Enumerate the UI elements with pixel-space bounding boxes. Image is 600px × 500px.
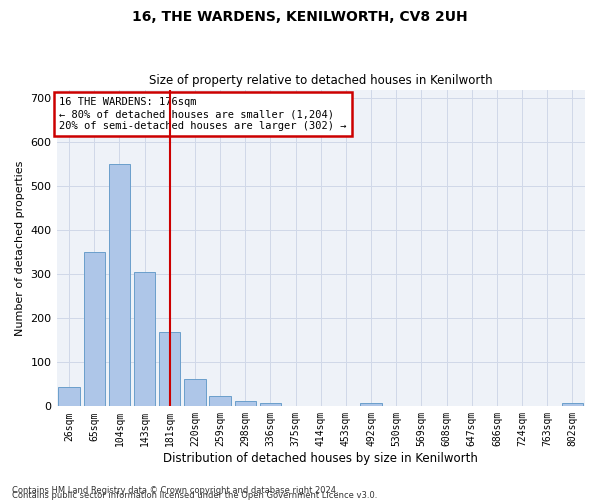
Bar [109,164,130,406]
Text: 16 THE WARDENS: 176sqm
← 80% of detached houses are smaller (1,204)
20% of semi-: 16 THE WARDENS: 176sqm ← 80% of detached… [59,98,347,130]
Bar [260,403,281,406]
Text: Contains public sector information licensed under the Open Government Licence v3: Contains public sector information licen… [12,491,377,500]
Text: Contains HM Land Registry data © Crown copyright and database right 2024.: Contains HM Land Registry data © Crown c… [12,486,338,495]
Bar [184,379,206,406]
Bar [235,401,256,406]
Bar [134,272,155,406]
Bar [209,396,231,406]
Bar [83,252,105,406]
Title: Size of property relative to detached houses in Kenilworth: Size of property relative to detached ho… [149,74,493,87]
Text: 16, THE WARDENS, KENILWORTH, CV8 2UH: 16, THE WARDENS, KENILWORTH, CV8 2UH [132,10,468,24]
Bar [58,386,80,406]
X-axis label: Distribution of detached houses by size in Kenilworth: Distribution of detached houses by size … [163,452,478,465]
Bar [562,404,583,406]
Bar [159,332,181,406]
Y-axis label: Number of detached properties: Number of detached properties [15,160,25,336]
Bar [361,404,382,406]
